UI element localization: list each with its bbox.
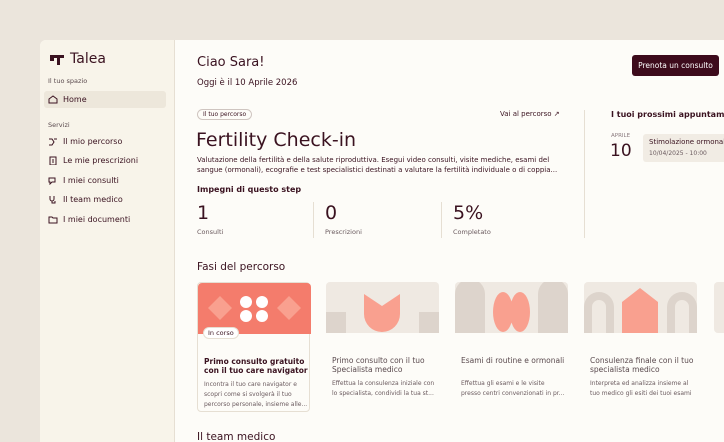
- nav-item[interactable]: Il team medico: [44, 191, 166, 208]
- divider: [313, 202, 314, 238]
- appointment-month: APRILE: [611, 133, 631, 139]
- appointment-day: 10: [610, 141, 632, 161]
- phase-card[interactable]: Esami di routine e ormonali Effettua gli…: [455, 282, 568, 412]
- nav-icon: [48, 216, 58, 224]
- phase-title: Primo consulto con il tuo Specialista me…: [332, 356, 425, 374]
- nav-label: Home: [63, 95, 87, 104]
- phase-card[interactable]: Consulenza finale con il tuo specialista…: [584, 282, 697, 412]
- section-label: Il tuo spazio: [48, 77, 88, 85]
- badge: Il tuo percorso: [197, 109, 253, 120]
- nav-item[interactable]: I miei consulti: [44, 172, 166, 189]
- appointment-name: Stimolazione ormonale: [649, 138, 724, 146]
- commitments-title: Impegni di questo step: [197, 185, 302, 194]
- team-title: Il team medico: [197, 431, 276, 442]
- sidebar: Talea Il tuo spazio Home Servizi Il mio …: [40, 40, 175, 442]
- nav-label: I miei documenti: [63, 214, 131, 224]
- phase-description: Effettua la consulenza iniziale con lo s…: [332, 380, 435, 397]
- journey-title: Fertility Check-in: [196, 129, 357, 151]
- link-label: Vai al percorso: [500, 110, 552, 118]
- stat-label: Consulti: [197, 228, 224, 236]
- appointments-title: I tuoi prossimi appuntamenti: [611, 110, 724, 119]
- stat-value: 5%: [453, 202, 484, 224]
- nav-icon: [49, 196, 56, 204]
- phase-status: In corso: [203, 327, 239, 339]
- phase-description: Effettua gli esami e le visite presso ce…: [461, 380, 565, 397]
- book-button[interactable]: Prenota un consulto: [632, 55, 719, 76]
- section-label: Servizi: [48, 121, 70, 129]
- divider: [584, 110, 585, 238]
- stat-label: Prescrizioni: [325, 228, 362, 236]
- phase-title: Consulenza finale con il tuo specialista…: [590, 356, 694, 374]
- phases-title: Fasi del percorso: [197, 261, 286, 273]
- nav-item[interactable]: Le mie prescrizioni: [44, 152, 166, 169]
- card-peek: [714, 282, 724, 333]
- logo: [50, 55, 64, 65]
- phase-title: Primo consulto gratuito con il tuo care …: [204, 357, 308, 375]
- phase-title: Esami di routine e ormonali: [461, 356, 565, 365]
- nav-label: Le mie prescrizioni: [63, 156, 139, 166]
- nav-icon: [49, 156, 57, 166]
- phase-card[interactable]: Primo consulto con il tuo Specialista me…: [326, 282, 439, 412]
- nav-label: Il team medico: [63, 195, 123, 205]
- journey-description: Valutazione della fertilità e della salu…: [197, 156, 558, 174]
- phase-image: [198, 283, 311, 334]
- nav-label: I miei consulti: [63, 175, 119, 185]
- stat-value: 1: [197, 202, 210, 224]
- stat-label: Completato: [453, 228, 491, 236]
- appointment-time: 10/04/2025 - 10:00: [649, 150, 707, 157]
- nav-item[interactable]: I miei documenti: [44, 211, 166, 228]
- phase-image: [455, 282, 568, 333]
- stat-value: 0: [325, 202, 338, 224]
- app-window: Talea Il tuo spazio Home Servizi Il mio …: [40, 40, 724, 442]
- greeting: Ciao Sara!: [197, 55, 265, 70]
- nav-home[interactable]: Home: [44, 91, 166, 108]
- phase-image: [584, 282, 697, 333]
- brand: Talea: [70, 51, 106, 67]
- phase-image: [326, 282, 439, 333]
- divider: [441, 202, 442, 238]
- nav-label: Il mio percorso: [63, 137, 123, 146]
- phase-card[interactable]: Primo consulto gratuito con il tuo care …: [197, 282, 311, 412]
- phase-description: Interpreta ed analizza insieme al tuo me…: [590, 380, 692, 397]
- journey-link[interactable]: Vai al percorso ↗: [500, 110, 560, 118]
- nav-icon: [49, 138, 57, 146]
- phase-description: Incontra il tuo care navigator e scopri …: [204, 381, 308, 408]
- nav-item[interactable]: Il mio percorso: [44, 133, 166, 150]
- appointment-card[interactable]: Stimolazione ormonale 10/04/2025 - 10:00: [643, 134, 724, 162]
- nav-icon: [48, 177, 56, 185]
- date: Oggi è il 10 Aprile 2026: [197, 78, 298, 88]
